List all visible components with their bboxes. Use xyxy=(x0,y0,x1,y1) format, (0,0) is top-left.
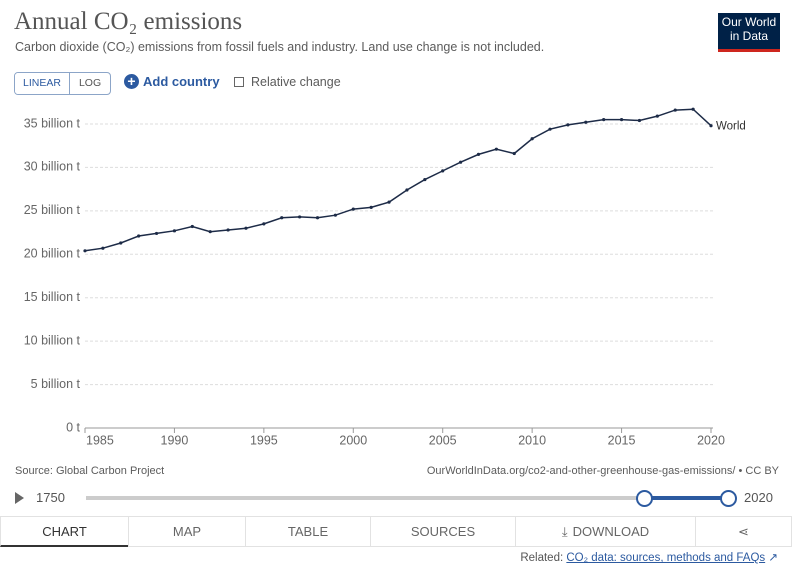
point xyxy=(262,222,266,226)
point xyxy=(119,241,123,245)
point xyxy=(619,118,624,122)
scale-button[interactable]: LINEAR xyxy=(15,73,70,94)
point xyxy=(244,226,248,230)
x-tick-label: 1995 xyxy=(250,433,278,447)
related-prefix: Related: xyxy=(520,552,564,564)
point xyxy=(548,127,552,131)
logo[interactable]: Our World in Data xyxy=(718,13,780,52)
source: Source: Global Carbon Project xyxy=(15,465,165,477)
tab[interactable]: MAP xyxy=(128,516,246,547)
tab[interactable]: SOURCES xyxy=(370,516,516,547)
point xyxy=(333,213,337,217)
point xyxy=(494,147,498,151)
point xyxy=(673,108,677,112)
add-country-label: Add country xyxy=(143,74,220,89)
y-tick-label: 15 billion t xyxy=(24,290,81,304)
add-country[interactable]: + Add country xyxy=(124,74,220,89)
point xyxy=(315,216,320,220)
scale-button[interactable]: LOG xyxy=(78,77,102,89)
related-link[interactable]: CO₂ data: sources, methods and FAQs xyxy=(566,552,766,564)
y-tick-label: 5 billion t xyxy=(31,377,81,391)
point xyxy=(83,249,87,253)
x-tick-label: 2020 xyxy=(697,433,725,447)
x-tick-label: 2005 xyxy=(429,433,457,447)
point xyxy=(298,215,302,219)
tab[interactable]: ⤓ DOWNLOAD xyxy=(515,516,696,547)
tab-label: DOWNLOAD xyxy=(572,524,650,539)
point xyxy=(154,231,159,236)
x-tick-label: 1990 xyxy=(161,433,189,447)
point xyxy=(405,188,409,192)
point xyxy=(709,124,713,128)
y-tick-label: 25 billion t xyxy=(24,203,81,217)
point xyxy=(637,118,642,123)
logo-text: Our World xyxy=(721,15,777,29)
point xyxy=(137,234,141,238)
timeline-handle[interactable] xyxy=(720,490,737,507)
x-tick-label: 2015 xyxy=(608,433,636,447)
timeline-range xyxy=(644,496,728,500)
y-tick-label: 20 billion t xyxy=(24,247,81,261)
point xyxy=(172,229,177,233)
line xyxy=(84,108,712,252)
point xyxy=(101,246,105,250)
download-icon: ⤓ xyxy=(561,523,568,539)
timeline-start: 1750 xyxy=(36,490,65,505)
point xyxy=(441,169,445,173)
point xyxy=(566,123,570,127)
point xyxy=(369,205,373,209)
url: OurWorldInData.org/co2-and-other-greenho… xyxy=(426,465,779,477)
share-tab[interactable]: ⋖ xyxy=(695,516,792,547)
point xyxy=(423,177,427,182)
point xyxy=(530,137,534,141)
relative-label: Relative change xyxy=(251,75,341,89)
x-tick-label: 2010 xyxy=(518,433,546,447)
point xyxy=(459,160,463,164)
point xyxy=(280,216,284,220)
logo-text: in Data xyxy=(729,29,769,43)
external-icon: ↗ xyxy=(768,552,778,564)
point xyxy=(602,118,606,122)
x-tick-label: 2000 xyxy=(339,433,367,447)
tab[interactable]: CHART xyxy=(0,516,129,547)
point xyxy=(584,120,588,124)
timeline-track xyxy=(86,496,728,500)
y-tick-label: 0 t xyxy=(66,420,80,434)
x-tick-label: 1985 xyxy=(86,433,114,447)
y-tick-label: 10 billion t xyxy=(24,333,81,347)
tab[interactable]: TABLE xyxy=(245,516,371,547)
timeline-handle[interactable] xyxy=(636,490,653,507)
plus-icon: + xyxy=(124,74,139,89)
point xyxy=(512,151,516,156)
series-label: World xyxy=(716,121,746,133)
point xyxy=(226,228,230,232)
point xyxy=(351,207,355,211)
y-tick-label: 35 billion t xyxy=(24,116,81,130)
y-tick-label: 30 billion t xyxy=(24,160,81,174)
timeline-end: 2020 xyxy=(744,490,773,505)
point xyxy=(208,230,212,234)
point xyxy=(190,224,194,229)
related: Related: CO₂ data: sources, methods and … xyxy=(520,550,778,564)
point xyxy=(691,107,695,111)
subtitle: Carbon dioxide (CO₂) emissions from foss… xyxy=(15,40,545,54)
play-button[interactable] xyxy=(15,492,24,504)
point xyxy=(655,114,659,118)
title: Annual CO₂ emissions xyxy=(14,8,243,35)
relative-toggle[interactable]: Relative change xyxy=(234,75,341,89)
checkbox xyxy=(234,77,244,87)
point xyxy=(387,200,391,204)
scale-toggle: LINEAR LOG xyxy=(14,72,112,95)
point xyxy=(476,152,481,156)
